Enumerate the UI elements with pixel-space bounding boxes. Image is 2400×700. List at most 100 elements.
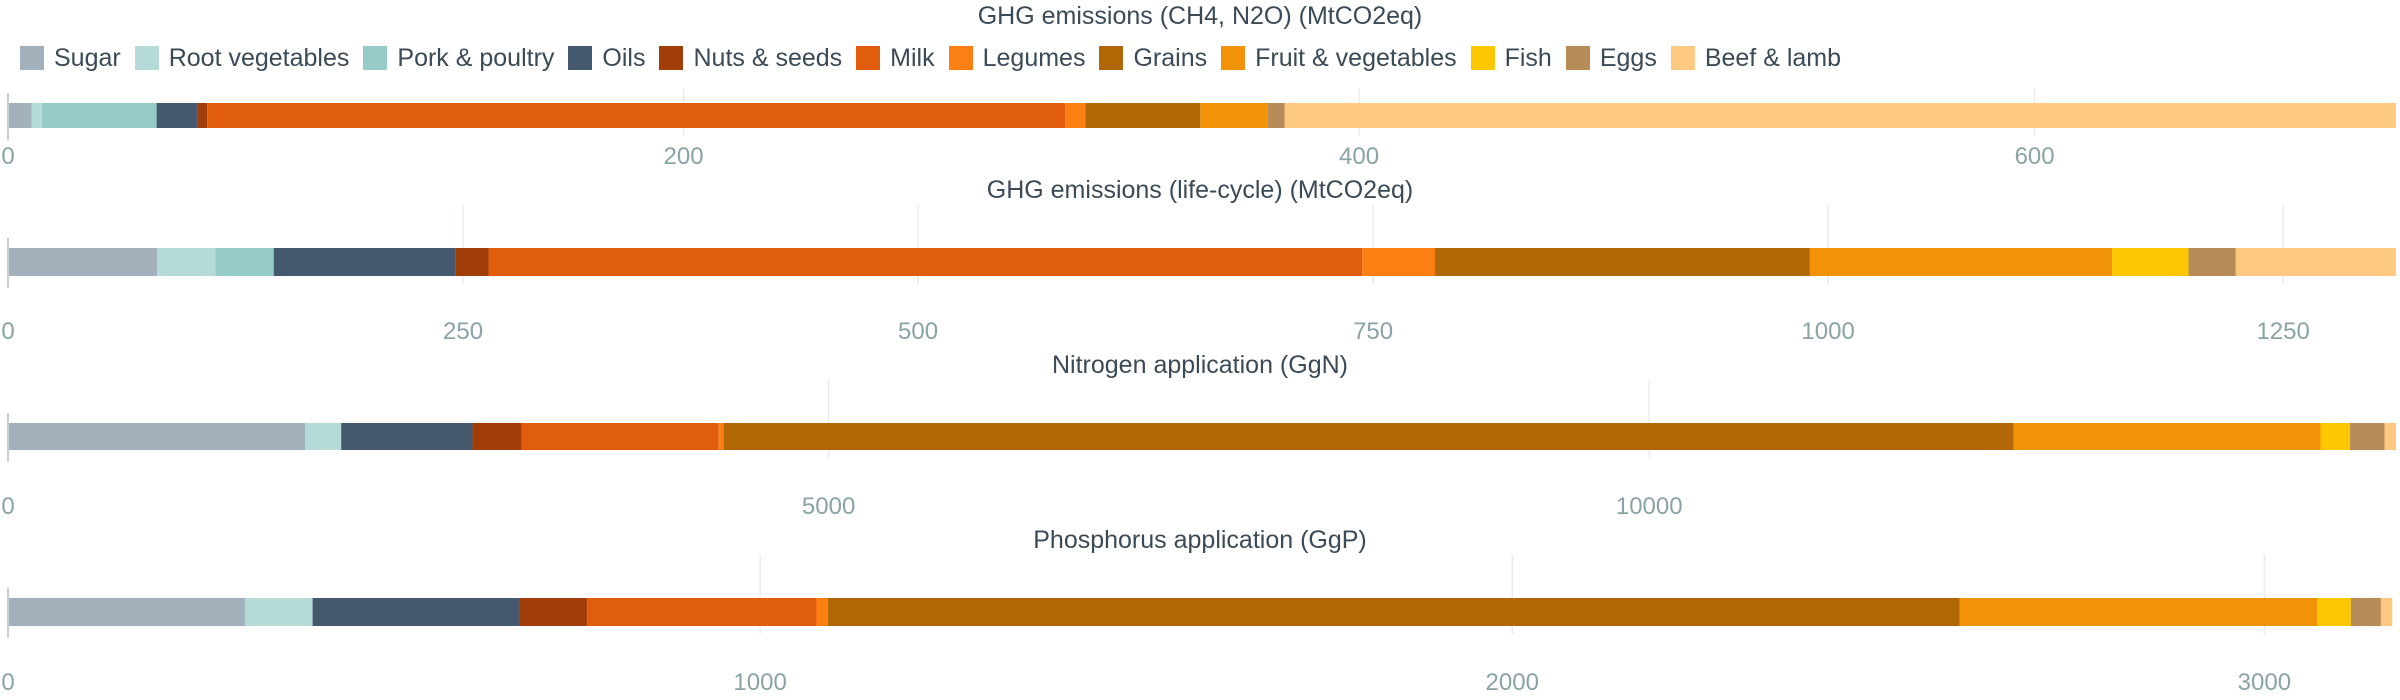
tick-label: 500 <box>898 318 938 345</box>
chart-panel: GHG emissions (life-cycle) (MtCO2eq) 0 250… <box>1 176 2396 345</box>
tick-label: 400 <box>1339 143 1379 170</box>
bar-segment <box>2384 423 2396 450</box>
legend-label: Fruit & vegetables <box>1255 43 1457 72</box>
legend-label: Nuts & seeds <box>693 43 843 72</box>
tick-label: 0 <box>1 669 14 696</box>
bar-segment <box>2350 598 2381 626</box>
tick-label: 600 <box>2015 143 2055 170</box>
bar-segment <box>1959 598 2318 626</box>
bar-segment <box>156 103 198 128</box>
bar-segment <box>1284 103 2396 128</box>
tick-label: 250 <box>443 318 483 345</box>
legend-swatch <box>1565 46 1590 70</box>
legend-item[interactable]: Milk <box>856 43 935 73</box>
legend-swatch <box>1470 46 1495 70</box>
tick-label: 1250 <box>2256 318 2309 345</box>
bar-segment <box>472 423 522 450</box>
bar-segment <box>8 103 32 128</box>
legend-item[interactable]: Grains <box>1099 44 1207 73</box>
bar-segment <box>207 103 1066 128</box>
bar-segment <box>519 598 588 626</box>
legend-swatch <box>948 46 973 70</box>
legend-item[interactable]: Fruit & vegetables <box>1221 44 1457 73</box>
legend-item[interactable]: Pork & poultry <box>363 44 554 73</box>
chart-panel: GHG emissions (CH4, N2O) (MtCO2eq) 0 200 40… <box>1 2 2396 170</box>
chart-panel: Phosphorus application (GgP) 0 1000 2000 300… <box>1 526 2393 696</box>
legend-label: Sugar <box>54 43 121 72</box>
bar-segment <box>273 248 456 276</box>
legend-item[interactable]: Oils <box>568 44 645 73</box>
legend-item[interactable]: Legumes <box>948 43 1086 73</box>
bar-segment <box>2350 423 2385 450</box>
tick-label: 1000 <box>1801 318 1854 345</box>
bar-segment <box>718 423 724 450</box>
bar-segment <box>41 103 157 128</box>
bar-segment <box>1065 103 1086 128</box>
legend-item[interactable]: Eggs <box>1565 43 1657 73</box>
legend-swatch <box>856 46 881 70</box>
legend-swatch <box>1099 46 1124 70</box>
bar-segment <box>2320 423 2351 450</box>
chart-title: GHG emissions (CH4, N2O) (MtCO2eq) <box>978 2 1423 30</box>
tick-label: 750 <box>1353 318 1393 345</box>
legend-label: Beef & lamb <box>1704 43 1842 72</box>
bar-segment <box>455 248 489 276</box>
bar-segment <box>488 248 1363 276</box>
bar-segment <box>8 598 245 626</box>
bar-segment <box>1085 103 1201 128</box>
legend-item[interactable]: Fish <box>1470 43 1552 73</box>
chart-legend: Sugar Root vegetables Pork & poultry Oils Nu… <box>20 40 1855 76</box>
chart-title: Phosphorus application (GgP) <box>1033 526 1367 554</box>
bar-segment <box>341 423 473 450</box>
bar-segment <box>312 598 520 626</box>
bar-segment <box>2112 248 2189 276</box>
bar-segment <box>521 423 719 450</box>
bar-segment <box>2235 248 2396 276</box>
legend-label: Fish <box>1504 43 1552 72</box>
chart-title: Nitrogen application (GgN) <box>1052 351 1348 379</box>
legend-item[interactable]: Sugar <box>20 44 121 73</box>
legend-swatch <box>659 46 684 70</box>
bar-segment <box>1434 248 1810 276</box>
legend-label: Root vegetables <box>168 43 350 72</box>
tick-label: 3000 <box>2238 669 2291 696</box>
bar-segment <box>2317 598 2351 626</box>
bar-segment <box>2380 598 2393 626</box>
bar-segment <box>157 248 216 276</box>
bar-segment <box>1200 103 1268 128</box>
bar-segment <box>305 423 342 450</box>
bar-segment <box>31 103 42 128</box>
tick-label: 10000 <box>1616 493 1683 520</box>
bar-segment <box>1809 248 2113 276</box>
bar-segment <box>1267 103 1285 128</box>
bar-segment <box>2188 248 2236 276</box>
bar-segment <box>816 598 828 626</box>
bar-segment <box>215 248 274 276</box>
legend-label: Milk <box>890 43 935 72</box>
bar-segment <box>2013 423 2321 450</box>
bar-segment <box>827 598 1960 626</box>
legend-label: Eggs <box>1599 43 1657 72</box>
legend-swatch <box>1221 46 1246 70</box>
legend-item[interactable]: Beef & lamb <box>1670 43 1842 73</box>
legend-item[interactable]: Root vegetables <box>134 43 350 73</box>
tick-label: 0 <box>1 318 14 345</box>
bar-segment <box>587 598 817 626</box>
legend-label: Grains <box>1133 43 1208 72</box>
legend-swatch <box>20 46 44 70</box>
legend-label: Pork & poultry <box>397 43 555 72</box>
legend-swatch <box>363 46 388 70</box>
tick-label: 5000 <box>802 493 855 520</box>
chart-panel: Nitrogen application (GgN) 0 5000 10000 <box>1 351 2396 520</box>
bar-segment <box>244 598 313 626</box>
tick-label: 1000 <box>733 669 786 696</box>
bar-segment <box>8 423 306 450</box>
legend-item[interactable]: Nuts & seeds <box>659 44 842 73</box>
legend-label: Oils <box>602 43 646 72</box>
legend-label: Legumes <box>982 43 1086 72</box>
bar-segment <box>8 248 158 276</box>
tick-label: 0 <box>1 493 14 520</box>
tick-label: 200 <box>664 143 704 170</box>
legend-swatch <box>134 46 159 70</box>
